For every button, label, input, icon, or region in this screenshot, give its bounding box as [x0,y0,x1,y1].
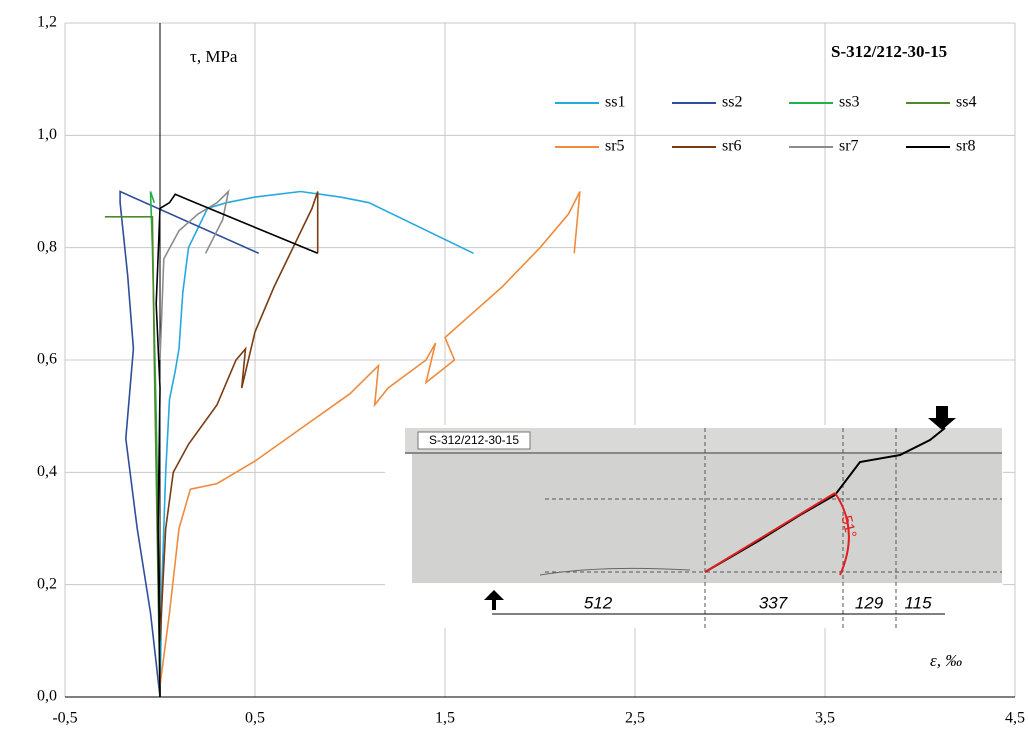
series-line [159,191,581,686]
y-tick-label: 0,0 [37,688,57,705]
beam-web [412,453,1002,583]
legend-label: sr5 [605,138,625,155]
series-line [159,189,230,361]
inset-label: S-312/212-30-15 [429,433,519,447]
series-line [159,190,474,698]
x-tick-label: 3,5 [815,710,835,727]
y-axis-label: τ, MPa [190,47,238,66]
legend-label: ss4 [956,94,976,111]
x-tick-label: -0,5 [52,710,77,727]
dimension: 337 [759,593,788,612]
legend-label: ss3 [839,94,859,111]
legend-label: sr7 [839,138,859,155]
dimension: 512 [584,593,613,612]
y-tick-label: 0,6 [37,351,57,368]
y-tick-label: 1,2 [37,14,57,31]
dimension: 115 [904,593,932,612]
legend-label: sr8 [956,138,976,155]
crack [539,567,691,576]
load-arrow [928,406,956,430]
series-line [155,193,319,698]
x-tick-label: 2,5 [625,710,645,727]
legend-label: ss1 [605,94,625,111]
dimension: 129 [855,593,884,612]
beam-photo: S-312/212-30-15 512 337 129 115 51° [385,406,1003,630]
legend-label: sr6 [722,138,742,155]
y-tick-label: 1,0 [37,126,57,143]
y-tick-label: 0,8 [37,238,57,255]
x-tick-label: 1,5 [435,710,455,727]
x-tick-label: 4,5 [1005,710,1025,727]
crack [704,427,946,573]
angle-mark [704,492,850,576]
x-tick-label: 0,5 [245,710,265,727]
legend-label: ss2 [722,94,742,111]
y-tick-label: 0,4 [37,463,57,480]
inset-label-box [417,431,531,450]
series-line [104,216,161,698]
series-line [119,190,260,698]
support-arrow [484,590,504,610]
chart-title: S-312/212-30-15 [831,42,947,61]
x-axis-label: ε, ‰ [930,651,962,670]
angle-label: 51° [837,514,859,540]
y-tick-label: 0,2 [37,575,57,592]
series-line [159,191,319,641]
